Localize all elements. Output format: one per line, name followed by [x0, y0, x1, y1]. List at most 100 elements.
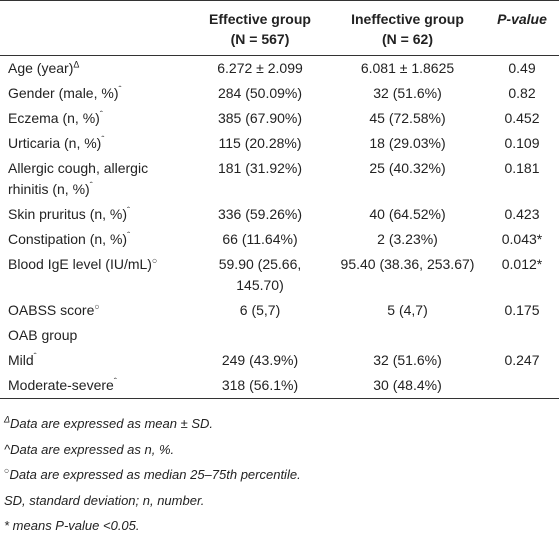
row-label: Allergic cough, allergic rhinitis (n, %) [8, 160, 149, 197]
row-label: Gender (male, %) [8, 85, 119, 101]
row-label-mark: ˆ [101, 134, 105, 145]
cell: 40 (64.52%) [330, 202, 485, 227]
cell-text: 0.181 [504, 160, 540, 176]
cell-text: 59.90 (25.66, 145.70) [218, 256, 302, 293]
cell-text: 0.49 [508, 60, 536, 76]
row-label: Constipation (n, %) [8, 231, 128, 247]
footnote: SD, standard deviation; n, number. [4, 488, 559, 514]
footnote-text: SD, standard deviation; n, number. [4, 492, 205, 508]
row-label-mark: ˆ [113, 376, 117, 387]
cell-text: 18 (29.03%) [369, 135, 446, 151]
cell-text: 249 (43.9%) [221, 352, 299, 368]
row-label-cell: Moderate-severeˆ [0, 373, 190, 399]
cell-text: 385 (67.90%) [217, 110, 303, 126]
cell: 181 (31.92%) [190, 156, 330, 202]
cell-text: 30 (48.4%) [373, 377, 442, 393]
cell: 0.043* [485, 227, 559, 252]
cell: 0.175 [485, 298, 559, 323]
header-text: Ineffective group [351, 11, 464, 27]
cell: 6.272 ± 2.099 [190, 56, 330, 82]
cell-text: 0.012* [501, 256, 543, 272]
cell [330, 323, 485, 348]
table-row: Skin pruritus (n, %)ˆ 336 (59.26%) 40 (64.… [0, 202, 559, 227]
cell: 32 (51.6%) [330, 348, 485, 373]
header-cell: P-value [497, 11, 547, 27]
footnote: ^Data are expressed as n, %. [4, 437, 559, 463]
table-row: Moderate-severeˆ 318 (56.1%) 30 (48.4%) [0, 373, 559, 399]
row-label-cell: Eczema (n, %)ˆ [0, 106, 190, 131]
footnote-text: Data are expressed as mean ± SD. [10, 416, 214, 431]
cell-text: 0.247 [504, 352, 540, 368]
cell: 32 (51.6%) [330, 81, 485, 106]
row-label: Eczema (n, %) [8, 110, 100, 126]
row-label-mark: ˆ [127, 230, 131, 241]
cell-text: 66 (11.64%) [222, 231, 298, 247]
cell: 45 (72.58%) [330, 106, 485, 131]
cell: 5 (4,7) [330, 298, 485, 323]
cell-text: 0.175 [504, 302, 540, 318]
cell: 2 (3.23%) [330, 227, 485, 252]
cell: 6 (5,7) [190, 298, 330, 323]
row-label-mark: ˆ [127, 205, 131, 216]
header-text: (N = 62) [382, 31, 433, 47]
cell: 66 (11.64%) [190, 227, 330, 252]
cell: 0.452 [485, 106, 559, 131]
row-label-cell: Gender (male, %)ˆ [0, 81, 190, 106]
cell-text: 25 (40.32%) [369, 160, 446, 176]
cell [485, 323, 559, 348]
cell: 249 (43.9%) [190, 348, 330, 373]
row-label: Age (year) [8, 60, 74, 76]
row-label-cell: OAB group [0, 323, 190, 348]
cell-text: 32 (51.6%) [373, 352, 442, 368]
row-label: Moderate-severe [8, 377, 114, 393]
row-label-cell: Urticaria (n, %)ˆ [0, 131, 190, 156]
cell-text: 32 (51.6%) [373, 85, 442, 101]
row-label: Blood IgE level (IU/mL) [8, 256, 152, 272]
row-label-mark: ˆ [89, 180, 93, 191]
cell-text: 0.82 [508, 85, 536, 101]
row-label: OAB group [8, 327, 78, 343]
cell-text: 0.423 [504, 206, 540, 222]
cell [190, 323, 330, 348]
row-label-mark: ˆ [99, 109, 103, 120]
table-body: Age (year)Δ 6.272 ± 2.099 6.081 ± 1.8625 0.… [0, 56, 559, 399]
footnote-text: ^Data are expressed as n, %. [4, 441, 175, 457]
footnote-mark: ○ [4, 465, 10, 476]
table-row: OABSS score○ 6 (5,7) 5 (4,7) 0.175 [0, 298, 559, 323]
cell-text: 6.272 ± 2.099 [217, 60, 303, 76]
cell-text: 5 (4,7) [387, 302, 428, 318]
cell: 0.181 [485, 156, 559, 202]
cell-text: 0.109 [504, 135, 540, 151]
table-row: Urticaria (n, %)ˆ 115 (20.28%) 18 (29.03%)… [0, 131, 559, 156]
footnotes: ΔData are expressed as mean ± SD. ^Data a… [0, 411, 559, 539]
row-label-cell: Constipation (n, %)ˆ [0, 227, 190, 252]
cell-text: 0.043* [501, 231, 543, 247]
cell: 25 (40.32%) [330, 156, 485, 202]
row-label-mark: ˆ [33, 351, 37, 362]
row-label-cell: Blood IgE level (IU/mL)○ [0, 252, 190, 298]
row-label-mark: ˆ [118, 84, 122, 95]
cell: 336 (59.26%) [190, 202, 330, 227]
table-row: Allergic cough, allergic rhinitis (n, %)… [0, 156, 559, 202]
cell-text: 284 (50.09%) [217, 85, 303, 101]
row-label-cell: Allergic cough, allergic rhinitis (n, %)… [0, 156, 190, 202]
cell: 0.423 [485, 202, 559, 227]
row-label: Urticaria (n, %) [8, 135, 102, 151]
row-label-mark: ○ [94, 301, 100, 312]
table-row: Mildˆ 249 (43.9%) 32 (51.6%) 0.247 [0, 348, 559, 373]
cell-text: 2 (3.23%) [377, 231, 438, 247]
cell: 18 (29.03%) [330, 131, 485, 156]
footnote-text: * means P-value <0.05. [4, 518, 140, 533]
cell: 59.90 (25.66, 145.70) [190, 252, 330, 298]
cell: 95.40 (38.36, 253.67) [330, 252, 485, 298]
footnote-text: Data are expressed as median 25–75th per… [9, 467, 301, 482]
row-label: Mild [8, 352, 34, 368]
footnote-mark: Δ [4, 414, 11, 425]
header-text: Effective group [209, 11, 311, 27]
cell-text: 6 (5,7) [239, 302, 281, 318]
header-text: (N = 567) [230, 31, 290, 47]
cell: 0.012* [485, 252, 559, 298]
row-label-mark: ○ [151, 255, 158, 266]
row-label-mark: Δ [73, 59, 80, 70]
